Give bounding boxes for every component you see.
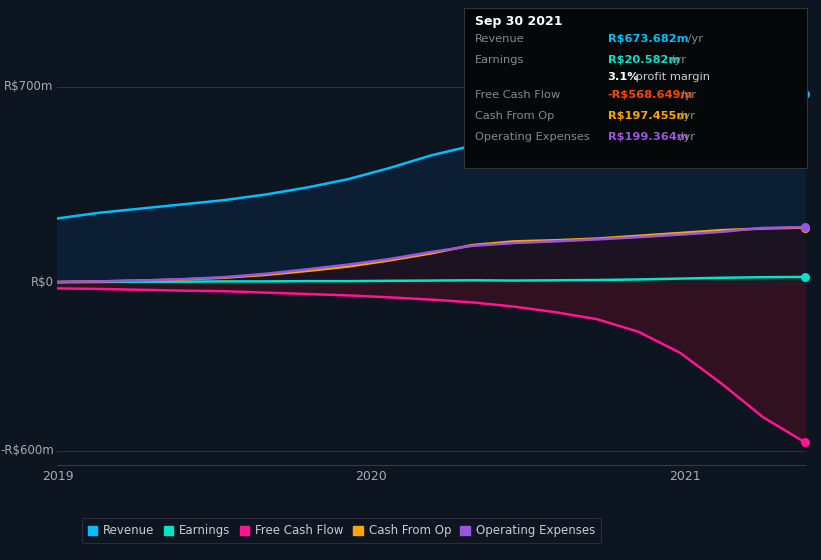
Text: R$700m: R$700m (4, 80, 53, 94)
Text: /yr: /yr (667, 55, 686, 65)
Text: R$673.682m: R$673.682m (608, 34, 688, 44)
Text: R$199.364m: R$199.364m (608, 132, 688, 142)
Point (798, 90, 811, 99)
Text: R$20.582m: R$20.582m (608, 55, 680, 65)
Text: -R$568.649m: -R$568.649m (608, 90, 693, 100)
Text: Sep 30 2021: Sep 30 2021 (475, 15, 562, 28)
Text: /yr: /yr (677, 90, 696, 100)
Text: profit margin: profit margin (632, 72, 710, 82)
Text: R$197.455m: R$197.455m (608, 111, 688, 121)
Point (798, 222, 811, 232)
Text: Revenue: Revenue (475, 34, 524, 44)
Text: -R$600m: -R$600m (0, 444, 53, 458)
Point (798, 438, 811, 447)
Text: 3.1%: 3.1% (608, 72, 640, 82)
Text: R$0: R$0 (30, 276, 53, 290)
Text: Operating Expenses: Operating Expenses (475, 132, 589, 142)
Text: /yr: /yr (676, 132, 695, 142)
Legend: Revenue, Earnings, Free Cash Flow, Cash From Op, Operating Expenses: Revenue, Earnings, Free Cash Flow, Cash … (82, 519, 601, 543)
Text: Free Cash Flow: Free Cash Flow (475, 90, 560, 100)
Point (798, 273, 811, 282)
Text: /yr: /yr (676, 111, 695, 121)
Text: Earnings: Earnings (475, 55, 524, 65)
Point (798, 223, 811, 232)
Text: /yr: /yr (684, 34, 703, 44)
Text: Cash From Op: Cash From Op (475, 111, 554, 121)
